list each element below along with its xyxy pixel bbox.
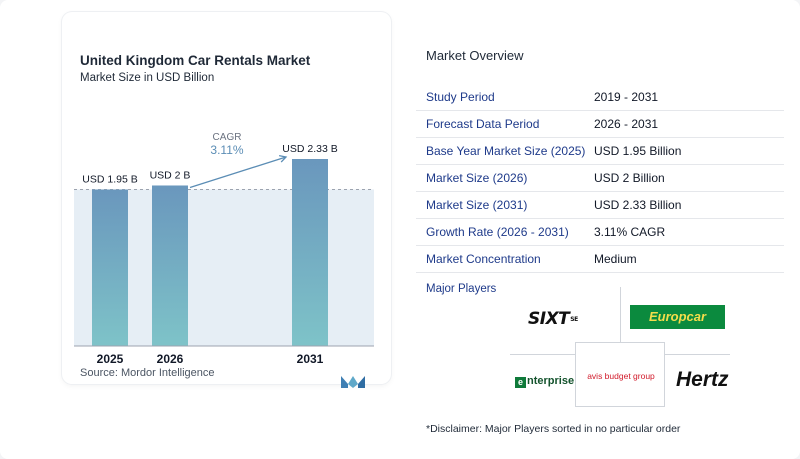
overview-row: Base Year Market Size (2025) USD 1.95 Bil…: [416, 137, 784, 165]
overview-row-label: Market Concentration: [416, 245, 594, 273]
bar-value-label: USD 2.33 B: [282, 143, 337, 155]
overview-row-label: Market Size (2026): [416, 164, 594, 192]
sixt-logo-text: SIXT: [528, 309, 570, 329]
major-players-title: Major Players: [426, 283, 497, 295]
cagr-arrow-icon: [189, 155, 288, 189]
chart-card: United Kingdom Car Rentals Market Market…: [62, 12, 391, 388]
enterprise-logo-text: nterprise: [527, 375, 575, 387]
overview-row-value: Medium: [594, 245, 784, 273]
overview-title: Market Overview: [426, 48, 524, 63]
bar-value-label: USD 1.95 B: [82, 173, 137, 185]
x-tick-label: 2031: [297, 352, 324, 366]
bar-value-label: USD 2 B: [150, 169, 191, 181]
europcar-logo: Europcar: [630, 305, 725, 329]
sixt-logo-suffix: SE: [570, 315, 578, 323]
overview-row-label: Growth Rate (2026 - 2031): [416, 218, 594, 246]
overview-row: Study Period 2019 - 2031: [416, 84, 784, 111]
overview-table: Study Period 2019 - 2031 Forecast Data Per…: [416, 84, 784, 273]
bar-2025: [92, 189, 128, 346]
enterprise-mark: e: [515, 377, 526, 388]
bar-2026: [152, 185, 188, 346]
players-divider-vertical: [620, 287, 621, 344]
overview-row-label: Market Size (2031): [416, 191, 594, 219]
overview-row-label: Forecast Data Period: [416, 110, 594, 138]
overview-row-label: Base Year Market Size (2025): [416, 137, 594, 165]
chart-title: United Kingdom Car Rentals Market: [80, 53, 311, 68]
source-credit: Source: Mordor Intelligence: [80, 367, 215, 379]
chart-subtitle: Market Size in USD Billion: [80, 72, 215, 84]
sixt-logo: SIXTSE: [528, 309, 578, 329]
mordor-intelligence-logo-icon: [341, 376, 365, 388]
cagr-label: CAGR: [213, 132, 242, 143]
x-tick-label: 2025: [97, 352, 124, 366]
overview-row: Market Size (2026) USD 2 Billion: [416, 164, 784, 192]
overview-row: Forecast Data Period 2026 - 2031: [416, 110, 784, 138]
bar-chart: USD 1.95 B USD 2 B USD 2.33 B 2025 2026 2031…: [74, 132, 374, 366]
enterprise-logo: e nterprise: [515, 375, 574, 388]
cagr-value: 3.11%: [210, 143, 243, 157]
overview-row-value: 2026 - 2031: [594, 110, 784, 138]
overview-row-value: USD 2.33 Billion: [594, 191, 784, 219]
avis-budget-logo: avis budget group: [587, 371, 655, 381]
overview-row-value: USD 1.95 Billion: [594, 137, 784, 165]
disclaimer: *Disclaimer: Major Players sorted in no …: [426, 423, 681, 435]
overview-row-label: Study Period: [416, 84, 594, 111]
overview-row: Market Concentration Medium: [416, 245, 784, 273]
overview-row-value: 3.11% CAGR: [594, 218, 784, 246]
overview-row-value: 2019 - 2031: [594, 84, 784, 111]
x-tick-label: 2026: [157, 352, 184, 366]
overview-row: Market Size (2031) USD 2.33 Billion: [416, 191, 784, 219]
overview-row: Growth Rate (2026 - 2031) 3.11% CAGR: [416, 218, 784, 246]
bar-2031: [292, 159, 328, 346]
hertz-logo: Hertz: [676, 368, 729, 391]
players-center-box: [575, 342, 665, 407]
overview-row-value: USD 2 Billion: [594, 164, 784, 192]
